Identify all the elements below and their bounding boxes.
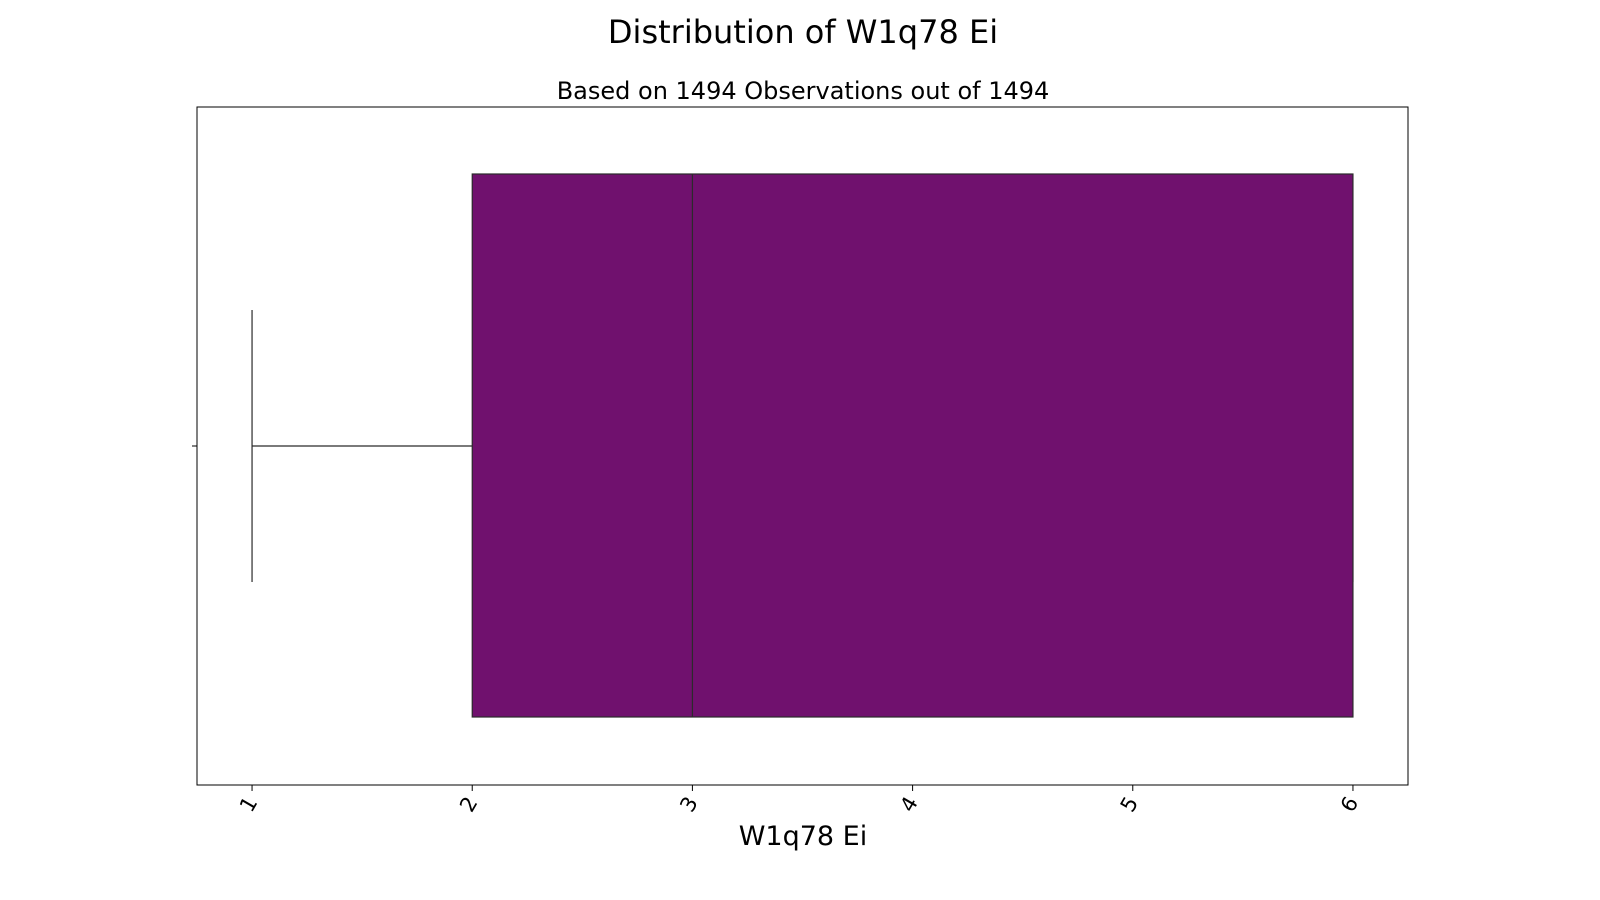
x-tick-label: 1 [235,793,262,817]
x-tick-label: 2 [455,793,482,817]
x-tick-label: 3 [675,793,702,817]
x-tick-label: 4 [895,793,922,817]
x-tick-label: 5 [1116,793,1143,817]
chart-title: Distribution of W1q78 Ei [608,13,998,51]
plot-content [251,173,1354,718]
interquartile-box [471,173,1354,718]
x-axis-ticks: 1 2 3 4 5 6 [235,785,1363,816]
x-axis-label: W1q78 Ei [739,821,868,852]
x-tick-label: 6 [1336,793,1363,817]
chart-subtitle: Based on 1494 Observations out of 1494 [557,77,1050,105]
